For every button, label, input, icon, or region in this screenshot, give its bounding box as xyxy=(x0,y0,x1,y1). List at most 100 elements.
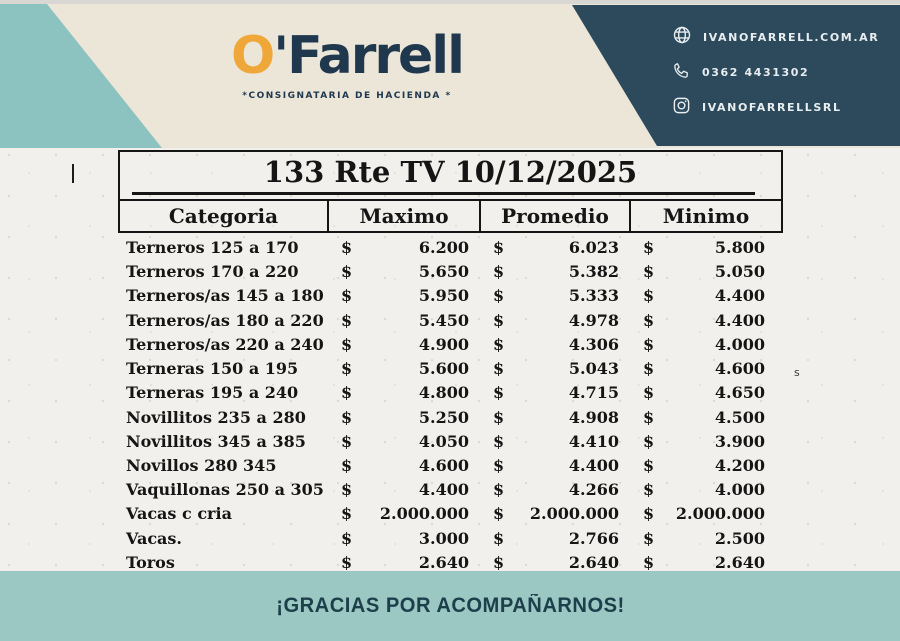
currency-sign: $ xyxy=(493,310,505,330)
cell-maximo: $ 4.600 xyxy=(329,456,481,475)
cell-promedio: $ 2.640 xyxy=(481,553,631,572)
cell-promedio-value: 2.640 xyxy=(568,552,619,572)
cell-maximo: $ 4.900 xyxy=(329,335,481,354)
table-row: Vacas c cria $ 2.000.000 $ 2.000.000 $ 2… xyxy=(118,503,783,524)
currency-sign: $ xyxy=(493,238,505,257)
currency-sign: $ xyxy=(341,407,353,427)
currency-sign: $ xyxy=(493,383,505,403)
cell-promedio: $ 5.382 xyxy=(481,262,631,281)
cell-categoria: Terneras 195 a 240 xyxy=(126,383,299,403)
cell-minimo: $ 4.400 xyxy=(631,286,777,305)
contact-instagram: IVANOFARRELLSRL xyxy=(672,96,879,119)
currency-sign: $ xyxy=(643,455,655,475)
cell-minimo-value: 4.200 xyxy=(714,455,765,475)
stray-tick-mark xyxy=(72,164,74,183)
currency-sign: $ xyxy=(341,262,353,282)
currency-sign: $ xyxy=(643,552,655,572)
table-title: 133 Rte TV 10/12/2025 xyxy=(120,152,781,199)
cell-categoria: Novillitos 345 a 385 xyxy=(126,431,306,451)
logo-tagline: *CONSIGNATARIA DE HACIENDA * xyxy=(242,91,452,101)
cell-promedio-value: 4.306 xyxy=(568,334,619,354)
currency-sign: $ xyxy=(643,504,655,524)
cell-minimo: $ 2.640 xyxy=(631,553,777,572)
currency-sign: $ xyxy=(493,334,505,354)
currency-sign: $ xyxy=(493,480,505,500)
currency-sign: $ xyxy=(493,431,505,451)
cell-minimo-value: 3.900 xyxy=(714,431,765,451)
cell-promedio-value: 5.333 xyxy=(568,286,619,306)
cell-categoria: Terneros/as 220 a 240 xyxy=(126,334,324,354)
logo-o-letter: O xyxy=(231,26,275,86)
logo-name: 'Farrell xyxy=(273,26,465,86)
cell-promedio-value: 4.908 xyxy=(568,407,619,427)
cell-maximo: $ 5.950 xyxy=(329,286,481,305)
teal-corner-shape xyxy=(0,4,162,148)
table-row: Vaquillonas 250 a 305 $ 4.400 $ 4.266 $ … xyxy=(118,479,783,500)
currency-sign: $ xyxy=(341,286,353,306)
currency-sign: $ xyxy=(341,431,353,451)
cell-minimo: $ 4.200 xyxy=(631,456,777,475)
cell-maximo-value: 2.640 xyxy=(418,552,469,572)
price-table-rows: Terneros 125 a 170 $ 6.200 $ 6.023 $ 5.8… xyxy=(118,237,783,573)
currency-sign: $ xyxy=(643,383,655,403)
cell-promedio: $ 4.266 xyxy=(481,480,631,499)
currency-sign: $ xyxy=(643,238,655,257)
cell-promedio: $ 5.043 xyxy=(481,359,631,378)
cell-minimo: $ 4.000 xyxy=(631,480,777,499)
contact-phone-label: 0362 4431302 xyxy=(702,66,810,79)
footer-message: ¡GRACIAS POR ACOMPAÑARNOS! xyxy=(275,594,625,617)
cell-maximo-value: 4.600 xyxy=(418,455,469,475)
cell-maximo-value: 4.800 xyxy=(418,383,469,403)
cell-maximo: $ 6.200 xyxy=(329,238,481,257)
paper-background xyxy=(0,148,900,571)
cell-categoria: Novillitos 235 a 280 xyxy=(126,407,306,427)
cell-minimo-value: 4.600 xyxy=(714,359,765,379)
currency-sign: $ xyxy=(643,334,655,354)
cell-promedio-value: 4.400 xyxy=(568,455,619,475)
cell-maximo-value: 5.600 xyxy=(418,359,469,379)
cell-promedio: $ 6.023 xyxy=(481,238,631,257)
table-row: Toros $ 2.640 $ 2.640 $ 2.640 xyxy=(118,552,783,573)
cell-maximo: $ 4.800 xyxy=(329,383,481,402)
cell-promedio: $ 2.766 xyxy=(481,529,631,548)
cell-categoria: Vacas. xyxy=(126,528,182,548)
cell-maximo: $ 3.000 xyxy=(329,529,481,548)
currency-sign: $ xyxy=(341,238,353,257)
currency-sign: $ xyxy=(643,310,655,330)
currency-sign: $ xyxy=(643,528,655,548)
cell-maximo: $ 5.600 xyxy=(329,359,481,378)
cell-categoria: Terneros/as 145 a 180 xyxy=(126,286,324,306)
table-row: Novillitos 345 a 385 $ 4.050 $ 4.410 $ 3… xyxy=(118,431,783,452)
contact-website-label: IVANOFARRELL.COM.AR xyxy=(703,30,880,44)
cell-minimo: $ 4.000 xyxy=(631,335,777,354)
table-row: Novillitos 235 a 280 $ 5.250 $ 4.908 $ 4… xyxy=(118,407,783,428)
currency-sign: $ xyxy=(493,504,505,524)
header-banner: O'Farrell *CONSIGNATARIA DE HACIENDA * I… xyxy=(0,0,900,148)
cell-promedio-value: 5.382 xyxy=(568,262,619,282)
cell-maximo: $ 5.250 xyxy=(329,408,481,427)
cell-minimo-value: 2.500 xyxy=(714,528,765,548)
table-row: Terneras 195 a 240 $ 4.800 $ 4.715 $ 4.6… xyxy=(118,382,783,403)
currency-sign: $ xyxy=(341,504,353,524)
currency-sign: $ xyxy=(341,528,353,548)
cell-maximo: $ 2.000.000 xyxy=(329,504,481,523)
currency-sign: $ xyxy=(493,359,505,379)
cell-promedio-value: 4.266 xyxy=(568,480,619,500)
table-row: Terneras 150 a 195 $ 5.600 $ 5.043 $ 4.6… xyxy=(118,358,783,379)
cell-minimo-value: 4.400 xyxy=(714,310,765,330)
table-row: Terneros 170 a 220 $ 5.650 $ 5.382 $ 5.0… xyxy=(118,261,783,282)
cell-promedio-value: 4.410 xyxy=(568,431,619,451)
cell-promedio: $ 4.978 xyxy=(481,311,631,330)
cell-categoria: Vacas c cria xyxy=(126,504,232,524)
column-header-categoria: Categoria xyxy=(168,204,279,228)
currency-sign: $ xyxy=(341,480,353,500)
contact-website: IVANOFARRELL.COM.AR xyxy=(672,25,879,49)
currency-sign: $ xyxy=(341,359,353,379)
cell-maximo-value: 2.000.000 xyxy=(379,504,469,524)
currency-sign: $ xyxy=(341,455,353,475)
currency-sign: $ xyxy=(493,262,505,282)
currency-sign: $ xyxy=(341,383,353,403)
column-header-minimo: Minimo xyxy=(629,201,781,231)
cell-minimo: $ 4.400 xyxy=(631,311,777,330)
table-title-text: 133 Rte TV 10/12/2025 xyxy=(263,155,638,189)
